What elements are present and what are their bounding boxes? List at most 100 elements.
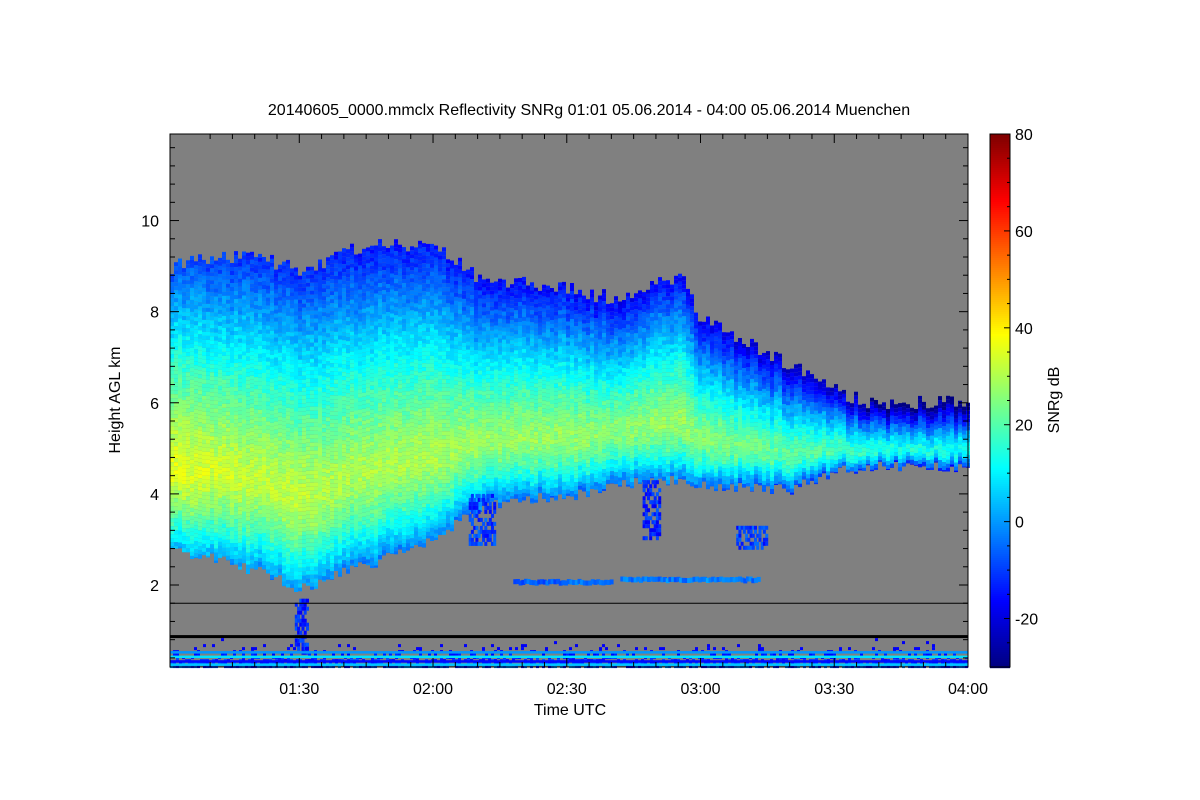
cloud-cell	[234, 387, 238, 392]
cloud-cell	[354, 258, 358, 263]
cloud-cell	[326, 537, 330, 542]
cloud-cell	[170, 390, 174, 395]
cloud-cell	[182, 360, 186, 365]
cloud-cell	[402, 403, 406, 408]
cloud-cell	[390, 357, 394, 362]
cloud-cell	[234, 419, 238, 424]
cloud-cell	[358, 425, 362, 430]
cloud-cell	[278, 540, 282, 545]
cloud-cell	[410, 358, 414, 363]
cloud-cell	[374, 345, 378, 350]
cloud-cell	[394, 499, 398, 504]
cloud-cell	[422, 399, 426, 404]
cloud-cell	[378, 451, 382, 456]
cloud-cell	[190, 511, 194, 516]
cloud-cell	[170, 530, 174, 535]
cloud-cell	[274, 553, 278, 558]
cloud-cell	[202, 463, 206, 468]
cloud-cell	[386, 404, 390, 408]
cloud-cell	[362, 356, 366, 361]
cloud-cell	[198, 318, 202, 323]
cloud-cell	[346, 333, 350, 338]
cloud-cell	[282, 497, 286, 502]
cloud-cell	[254, 445, 258, 450]
cloud-cell	[342, 304, 346, 309]
cloud-cell	[422, 535, 426, 540]
cloud-cell	[326, 389, 330, 394]
cloud-cell	[338, 515, 342, 520]
cloud-cell	[226, 559, 230, 561]
cloud-cell	[290, 284, 294, 289]
cloud-cell	[382, 246, 386, 251]
cloud-cell	[190, 475, 194, 480]
cloud-cell	[234, 519, 238, 524]
cloud-cell	[186, 516, 190, 521]
cloud-cell	[310, 522, 314, 527]
cloud-cell	[362, 376, 366, 381]
cloud-cell	[338, 279, 342, 284]
cloud-cell	[306, 478, 310, 483]
cloud-cell	[238, 566, 242, 570]
cloud-cell	[402, 407, 406, 412]
cloud-cell	[266, 525, 270, 530]
cloud-cell	[382, 382, 386, 387]
cloud-cell	[306, 294, 310, 299]
cloud-cell	[326, 469, 330, 474]
cloud-cell	[250, 463, 254, 468]
cloud-cell	[294, 547, 298, 552]
cloud-cell	[358, 553, 362, 558]
cloud-cell	[218, 529, 222, 534]
cloud-cell	[230, 319, 234, 323]
cloud-cell	[274, 449, 278, 454]
cloud-cell	[194, 485, 198, 490]
cloud-cell	[194, 469, 198, 474]
cloud-cell	[198, 358, 202, 363]
cloud-cell	[278, 520, 282, 525]
cloud-cell	[358, 485, 362, 490]
cloud-cell	[230, 271, 234, 275]
cloud-cell	[298, 555, 302, 560]
cloud-cell	[234, 551, 238, 556]
cloud-cell	[218, 517, 222, 522]
cloud-cell	[298, 507, 302, 512]
cloud-cell	[342, 504, 346, 509]
cloud-cell	[418, 320, 422, 325]
cloud-cell	[362, 372, 366, 377]
cloud-cell	[294, 303, 298, 308]
cloud-cell	[258, 329, 262, 334]
cloud-cell	[410, 246, 414, 251]
cloud-cell	[362, 396, 366, 401]
cloud-cell	[278, 472, 282, 477]
cloud-cell	[382, 498, 386, 503]
cloud-cell	[314, 414, 318, 419]
cloud-cell	[226, 279, 230, 284]
cloud-cell	[222, 263, 226, 268]
cloud-cell	[254, 289, 258, 294]
cloud-cell	[362, 276, 366, 281]
cloud-cell	[294, 563, 298, 568]
cloud-cell	[262, 381, 266, 385]
cloud-cell	[414, 311, 418, 316]
cloud-cell	[362, 296, 366, 301]
cloud-cell	[334, 551, 338, 556]
cloud-cell	[414, 503, 418, 508]
cloud-cell	[226, 511, 230, 516]
cloud-cell	[226, 423, 230, 428]
cloud-cell	[278, 328, 282, 333]
cloud-cell	[394, 335, 398, 340]
cloud-cell	[198, 422, 202, 427]
cloud-cell	[306, 470, 310, 475]
cloud-cell	[186, 316, 190, 321]
cloud-cell	[238, 518, 242, 523]
cloud-cell	[422, 371, 426, 376]
cloud-cell	[374, 265, 378, 270]
cloud-cell	[254, 485, 258, 490]
cloud-cell	[258, 433, 262, 438]
cloud-cell	[350, 523, 354, 528]
cloud-cell	[186, 336, 190, 341]
cloud-cell	[298, 427, 302, 432]
cloud-cell	[310, 286, 314, 291]
cloud-cell	[354, 462, 358, 467]
cloud-cell	[390, 477, 394, 482]
cloud-cell	[202, 395, 206, 400]
